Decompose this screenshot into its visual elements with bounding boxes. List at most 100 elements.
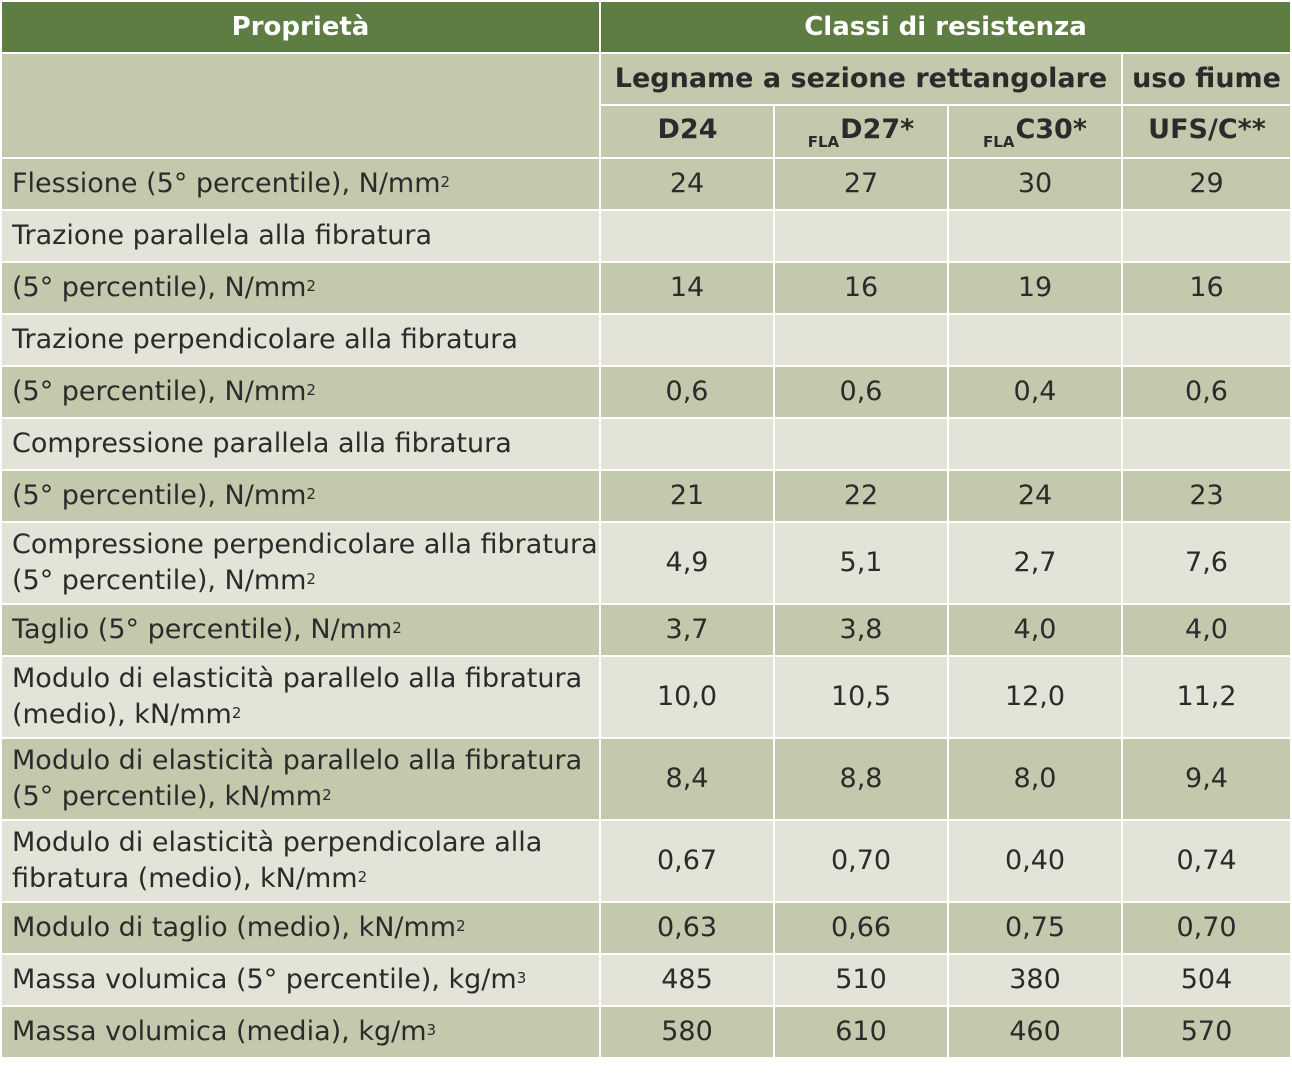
property-label-line: Compressione parallela alla fibratura	[12, 428, 512, 459]
unit-exponent: 2	[322, 786, 332, 804]
value-cell: 10,0	[599, 655, 775, 739]
value-cell: 24	[599, 157, 775, 211]
property-label: Compressione perpendicolare alla fibratu…	[0, 521, 601, 605]
property-label-line: Modulo di elasticità parallelo alla fibr…	[12, 745, 583, 776]
property-label-line: Modulo di elasticità perpendicolare alla	[12, 827, 543, 858]
value-cell: 0,6	[599, 365, 775, 419]
property-label: (5° percentile), N/mm2	[0, 261, 601, 315]
value-cell: 14	[599, 261, 775, 315]
table-row: Compressione parallela alla fibratura	[0, 417, 1292, 471]
value-cell: 4,0	[947, 603, 1123, 657]
table-row: (5° percentile), N/mm2 21 22 24 23	[0, 469, 1292, 523]
property-label-line: Compressione perpendicolare alla fibratu…	[12, 529, 598, 560]
value-cell: 0,6	[773, 365, 949, 419]
value-cell: 485	[599, 953, 775, 1007]
value-cell: 0,75	[947, 901, 1123, 955]
header-blank-cell	[0, 52, 601, 159]
property-label-line: (5° percentile), N/mm	[12, 565, 307, 596]
value-cell: 510	[773, 953, 949, 1007]
table-row: Taglio (5° percentile), N/mm2 3,7 3,8 4,0 4,…	[0, 603, 1292, 657]
value-cell	[773, 417, 949, 471]
property-label-line: Taglio (5° percentile), N/mm	[12, 614, 393, 645]
unit-exponent: 2	[456, 917, 466, 935]
class-prefix: FLA	[983, 133, 1015, 151]
property-label: Trazione perpendicolare alla fibratura	[0, 313, 601, 367]
class-header-d24: D24	[599, 104, 775, 159]
value-cell	[1120, 417, 1292, 471]
table-body: Flessione (5° percentile), N/mm2 24 27 30 29…	[0, 157, 1292, 1059]
property-label: Taglio (5° percentile), N/mm2	[0, 603, 601, 657]
value-cell: 610	[773, 1005, 949, 1059]
property-label-line: fibratura (medio), kN/mm	[12, 863, 358, 894]
unit-exponent: 2	[306, 485, 316, 503]
value-cell	[773, 313, 949, 367]
value-cell	[599, 209, 775, 263]
value-cell: 8,8	[773, 737, 949, 821]
header-row-groups: Legname a sezione rettangolare uso fiume	[0, 52, 1292, 159]
classes-column-header: Classi di resistenza	[598, 0, 1292, 54]
value-cell	[599, 417, 775, 471]
value-cell: 4,0	[1120, 603, 1292, 657]
property-label: Modulo di elasticità parallelo alla fibr…	[0, 737, 601, 821]
property-column-header: Proprietà	[0, 0, 601, 54]
property-label-line: Modulo di elasticità parallelo alla fibr…	[12, 663, 583, 694]
value-cell: 8,0	[947, 737, 1123, 821]
value-cell: 19	[947, 261, 1123, 315]
value-cell: 0,74	[1120, 819, 1292, 903]
value-cell: 30	[947, 157, 1123, 211]
value-cell: 29	[1120, 157, 1292, 211]
property-label: Massa volumica (media), kg/m3	[0, 1005, 601, 1059]
property-label: Modulo di taglio (medio), kN/mm2	[0, 901, 601, 955]
value-cell: 0,4	[947, 365, 1123, 419]
header-row-classes: D24 FLAD27* FLAC30* UFS/C**	[1, 104, 1292, 159]
class-prefix: FLA	[807, 133, 840, 151]
value-cell: 8,4	[599, 737, 775, 821]
unit-exponent: 2	[306, 277, 316, 295]
value-cell: 7,6	[1120, 521, 1292, 605]
value-cell: 24	[947, 469, 1123, 523]
property-label-line: Trazione parallela alla fibratura	[12, 220, 433, 251]
unit-exponent: 2	[306, 381, 316, 399]
unit-exponent: 2	[306, 570, 316, 588]
group-header-river: uso fiume	[1120, 52, 1292, 106]
property-label-line: Flessione (5° percentile), N/mm	[12, 168, 441, 199]
value-cell: 5,1	[773, 521, 949, 605]
value-cell: 0,70	[1120, 901, 1292, 955]
value-cell: 16	[773, 261, 949, 315]
value-cell: 10,5	[773, 655, 949, 739]
unit-exponent: 2	[440, 173, 451, 191]
value-cell: 23	[1120, 469, 1292, 523]
value-cell: 11,2	[1120, 655, 1292, 739]
value-cell: 0,63	[599, 901, 775, 955]
class-header-c30: FLAC30*	[947, 104, 1123, 159]
value-cell	[773, 209, 949, 263]
class-header-d27: FLAD27*	[773, 104, 949, 159]
property-label: Flessione (5° percentile), N/mm2	[0, 157, 601, 211]
property-label-line: Modulo di taglio (medio), kN/mm	[12, 912, 457, 943]
value-cell: 12,0	[947, 655, 1123, 739]
table-row: Trazione perpendicolare alla fibratura	[0, 313, 1292, 367]
table-row: Flessione (5° percentile), N/mm2 24 27 30 29	[0, 157, 1292, 211]
value-cell: 16	[1120, 261, 1292, 315]
table-row: Modulo di elasticità parallelo alla fibr…	[0, 655, 1292, 739]
value-cell: 3,8	[773, 603, 949, 657]
property-label: Massa volumica (5° percentile), kg/m3	[0, 953, 601, 1007]
property-label: Compressione parallela alla fibratura	[0, 417, 601, 471]
value-cell: 4,9	[599, 521, 775, 605]
property-label: Trazione parallela alla fibratura	[0, 209, 601, 263]
class-name: D24	[657, 114, 718, 145]
table-row: Modulo di elasticità parallelo alla fibr…	[0, 737, 1292, 821]
value-cell: 504	[1120, 953, 1292, 1007]
value-cell: 0,67	[599, 819, 775, 903]
value-cell: 380	[947, 953, 1123, 1007]
property-label-line: Massa volumica (5° percentile), kg/m	[12, 964, 517, 995]
class-name: UFS/C**	[1148, 114, 1266, 145]
unit-exponent: 2	[357, 868, 368, 886]
unit-exponent: 3	[516, 969, 527, 987]
property-label: Modulo di elasticità parallelo alla fibr…	[0, 655, 601, 739]
property-label: (5° percentile), N/mm2	[0, 469, 601, 523]
property-label-line: Trazione perpendicolare alla fibratura	[12, 324, 518, 355]
value-cell: 580	[599, 1005, 775, 1059]
value-cell	[947, 209, 1123, 263]
class-header-ufs-c: UFS/C**	[1120, 104, 1292, 159]
